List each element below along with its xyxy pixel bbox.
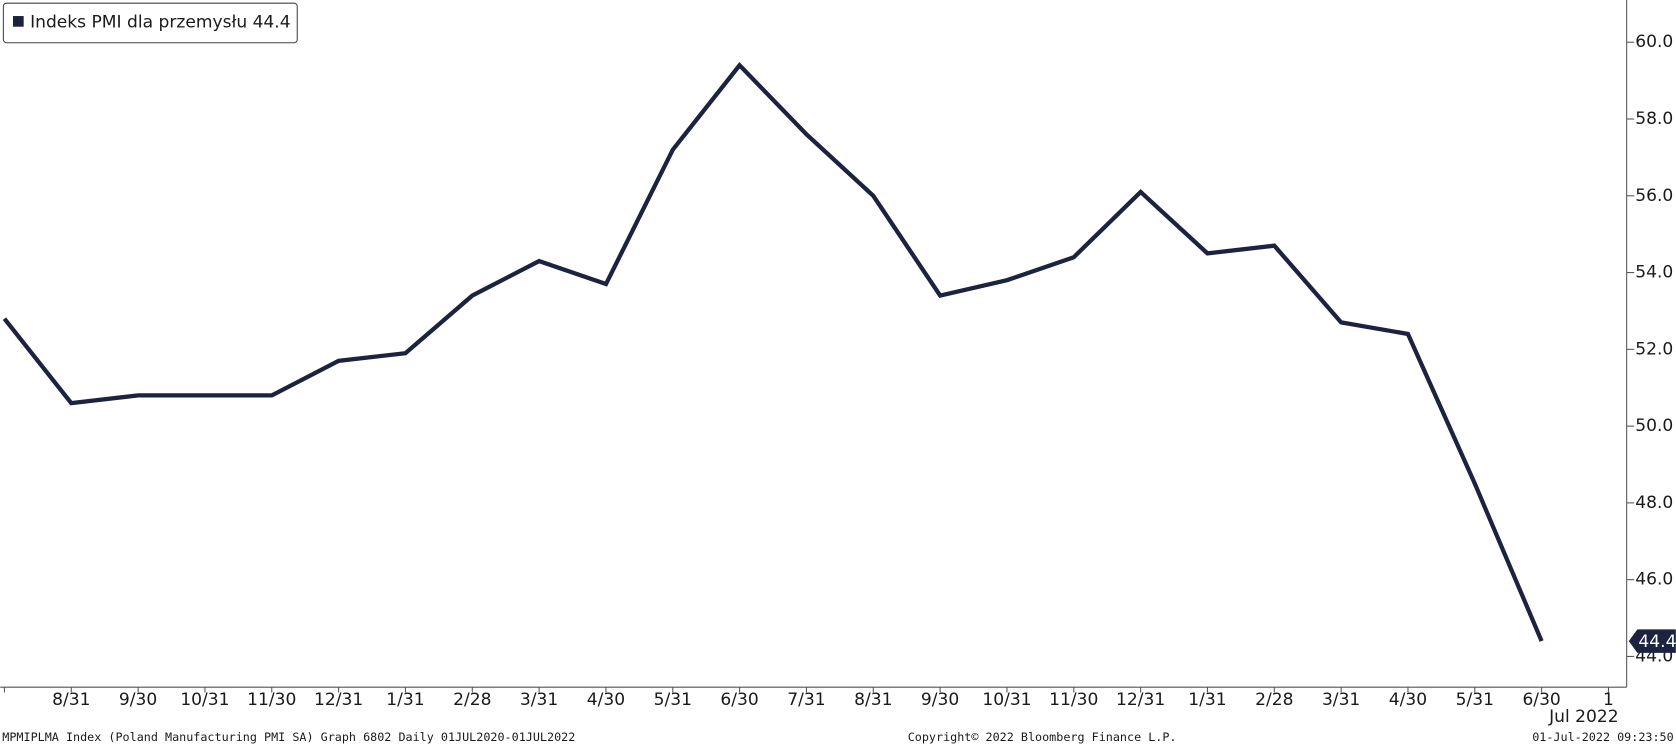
legend-swatch (12, 16, 24, 27)
footer-copyright: Copyright© 2022 Bloomberg Finance L.P. (908, 730, 1177, 744)
x-tick-label: 1 (1603, 690, 1614, 710)
legend-label: Indeks PMI dla przemysłu 44.4 (30, 12, 291, 32)
x-tick-label: 8/31 (52, 690, 90, 710)
x-tick-label: 12/31 (1116, 690, 1165, 710)
series-line (2, 62, 1544, 642)
x-tick-label: 4/30 (587, 690, 625, 710)
footer-date: 01-Jul-2022 09:23:50 (1532, 730, 1673, 744)
x-tick-label: 2/28 (1255, 690, 1293, 710)
x-tick-label: 2/28 (453, 690, 491, 710)
y-tick-label: 54.0 (1635, 263, 1673, 283)
x-tick-label: 5/31 (1456, 690, 1494, 710)
x-tick-label: 9/30 (119, 690, 157, 710)
x-tick-label: 11/30 (247, 690, 296, 710)
legend-box (2, 2, 298, 44)
y-tick-label: 48.0 (1635, 493, 1673, 513)
x-tick-label: 9/30 (921, 690, 959, 710)
y-tick-label: 58.0 (1635, 109, 1673, 129)
x-tick-label: 6/30 (1522, 690, 1560, 710)
footer-source: MPMIPLMA Index (Poland Manufacturing PMI… (2, 730, 575, 744)
y-tick-label: 50.0 (1635, 416, 1673, 436)
x-tick-label: 11/30 (1049, 690, 1098, 710)
x-tick-label: 4/30 (1389, 690, 1427, 710)
x-sublabel: Jul 2022 (1548, 707, 1619, 727)
x-tick-label: 1/31 (1188, 690, 1226, 710)
last-value-label: 44.4 (1638, 632, 1676, 652)
x-tick-label: 10/31 (982, 690, 1031, 710)
x-tick-label: 3/31 (1322, 690, 1360, 710)
x-tick-label: 3/31 (520, 690, 558, 710)
x-tick-label: 10/31 (180, 690, 229, 710)
x-tick-label: 12/31 (314, 690, 363, 710)
legend: Indeks PMI dla przemysłu 44.4 (2, 2, 298, 44)
y-tick-label: 46.0 (1635, 570, 1673, 590)
x-tick-label: 5/31 (654, 690, 692, 710)
x-tick-label: 1/31 (386, 690, 424, 710)
x-tick-label: 8/31 (854, 690, 892, 710)
x-tick-label: 7/31 (787, 690, 825, 710)
y-tick-label: 60.0 (1635, 32, 1673, 52)
y-tick-label: 52.0 (1635, 339, 1673, 359)
y-tick-label: 56.0 (1635, 186, 1673, 206)
last-value-tag (1628, 629, 1676, 653)
x-tick-label: 6/30 (720, 690, 758, 710)
